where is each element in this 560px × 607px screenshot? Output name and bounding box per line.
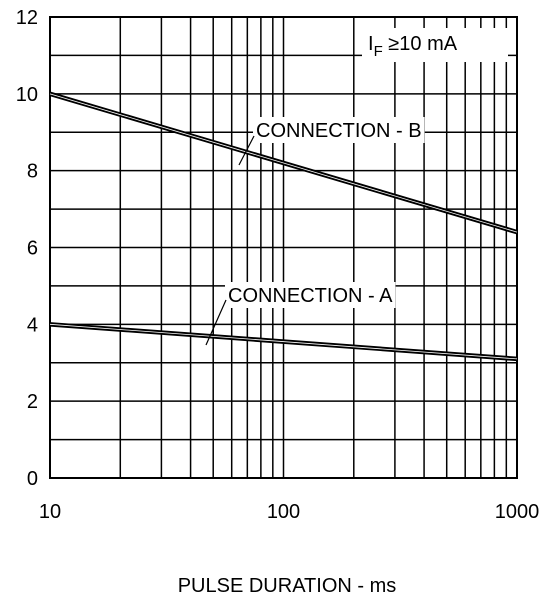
y-tick-label: 0 xyxy=(27,468,38,490)
condition-label-background xyxy=(362,28,508,62)
x-tick-label: 1000 xyxy=(495,501,540,523)
y-tick-label: 10 xyxy=(16,84,38,106)
y-tick-label: 4 xyxy=(27,314,38,336)
annotations: CONNECTION - B CONNECTION - A IF ≥10 mA xyxy=(205,28,508,346)
tick-labels: 0 2 4 6 8 10 12 10 100 1000 xyxy=(16,7,540,523)
series-label-background xyxy=(225,282,396,308)
y-tick-label: 6 xyxy=(27,238,38,260)
condition-rest: ≥10 mA xyxy=(383,33,458,55)
y-tick-label: 2 xyxy=(27,391,38,413)
series-leader-line xyxy=(205,299,227,346)
y-tick-label: 8 xyxy=(27,161,38,183)
series-leader-line xyxy=(238,135,255,166)
condition-sub: F xyxy=(374,43,383,60)
series-lines xyxy=(49,91,518,362)
grid xyxy=(50,17,517,478)
x-axis-label: PULSE DURATION - ms xyxy=(178,575,397,597)
x-tick-label: 10 xyxy=(39,501,61,523)
condition-main: I xyxy=(368,33,374,55)
series-label: CONNECTION - B xyxy=(256,120,422,142)
series-line-highlight xyxy=(49,93,518,233)
series-label: CONNECTION - A xyxy=(228,285,393,307)
condition-label: IF ≥10 mA xyxy=(368,33,458,60)
x-tick-label: 100 xyxy=(267,501,300,523)
y-tick-label: 12 xyxy=(16,7,38,29)
series-line-highlight xyxy=(49,323,518,360)
plot-frame xyxy=(49,16,518,479)
series-label-background xyxy=(253,117,425,143)
